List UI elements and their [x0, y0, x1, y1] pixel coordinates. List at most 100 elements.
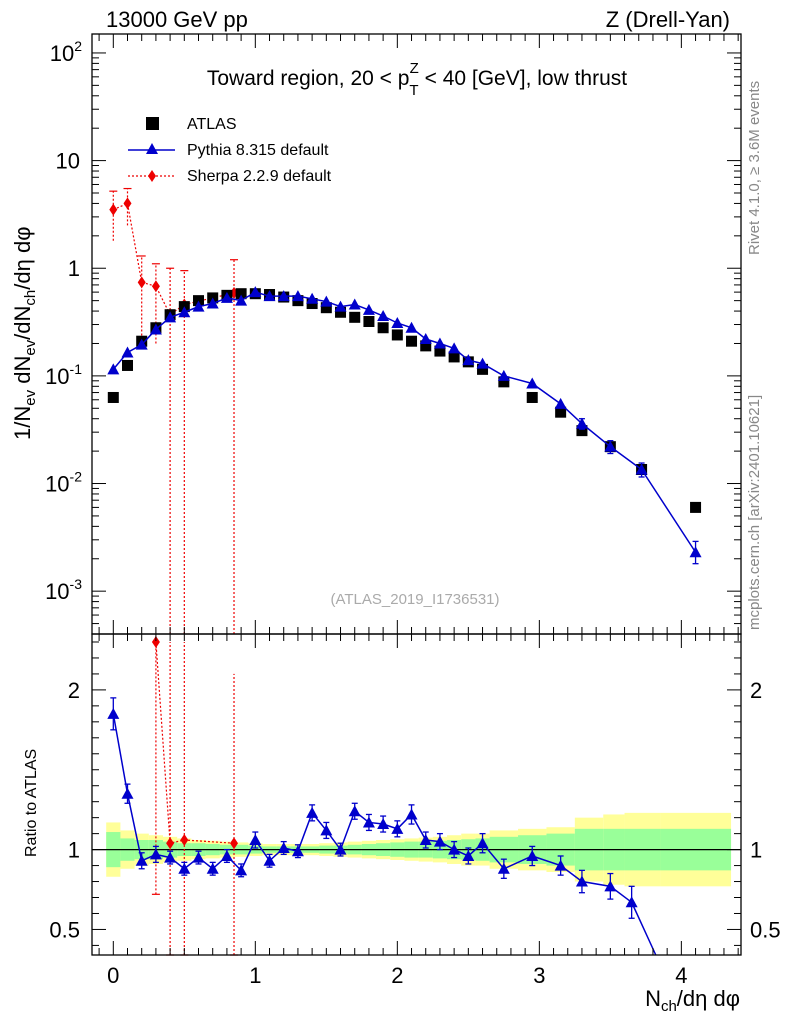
pythia-point: [377, 309, 390, 321]
atlas-point: [406, 335, 418, 347]
ratio-pythia-point: [164, 851, 177, 863]
ratio-pythia-point: [575, 875, 588, 887]
header-energy-label: 13000 GeV pp: [106, 7, 248, 32]
ratio-pythia-point: [554, 859, 567, 871]
ratio-pythia-point: [220, 849, 233, 861]
atlas-point: [477, 363, 489, 375]
plot-title-part-sub: T: [409, 82, 418, 99]
atlas-point: [320, 302, 332, 314]
ratio-pythia-point: [235, 864, 248, 876]
ratio-pythia-point: [391, 822, 404, 834]
legend-sherpa-label: Sherpa 2.2.9 default: [187, 168, 332, 185]
atlas-point: [526, 391, 538, 403]
atlas-point: [391, 329, 403, 341]
ratio-pythia-point: [291, 845, 304, 857]
pythia-point: [220, 291, 233, 303]
rivet-version-label: Rivet 4.1.0, ≥ 3.6M events: [746, 81, 763, 255]
sherpa-point: [123, 197, 132, 210]
ratio-pythia-point: [107, 707, 120, 719]
pythia-point: [526, 377, 539, 389]
ratio-pythia-point: [178, 862, 191, 874]
atlas-point: [335, 306, 347, 318]
main-y-tick-label: 102: [50, 38, 82, 66]
atlas-point: [235, 288, 247, 300]
pythia-point: [689, 546, 702, 558]
ratio-pythia-point: [526, 849, 539, 861]
plot-title-part-2: < 40 [GeV], low thrust: [419, 67, 628, 90]
pythia-point: [448, 342, 461, 354]
ratio-sherpa-point: [230, 837, 239, 850]
atlas-point: [107, 391, 119, 403]
pythia-point: [121, 346, 134, 358]
ratio-pythia-point: [121, 787, 134, 799]
pythia-point: [235, 294, 248, 306]
main-y-tick-label: 10-2: [45, 469, 82, 497]
pythia-point: [277, 290, 290, 302]
atlas-point: [420, 340, 432, 352]
ratio-pythia-point: [320, 824, 333, 836]
pythia-point: [405, 321, 418, 333]
x-tick-label: 0: [107, 963, 119, 988]
ratio-y-tick-label-right: 0.5: [750, 917, 781, 942]
pythia-point: [320, 295, 333, 307]
header-process-label: Z (Drell-Yan): [606, 7, 730, 32]
pythia-point: [206, 297, 219, 309]
pythia-point: [348, 298, 361, 310]
ratio-pythia-point: [206, 862, 219, 874]
plot-title-part-sup: Z: [410, 60, 419, 77]
ratio-pythia-point: [348, 805, 361, 817]
ratio-pythia-point: [604, 880, 617, 892]
pythia-point: [476, 357, 489, 369]
ratio-sherpa-point: [151, 635, 160, 648]
atlas-point: [122, 359, 134, 371]
pythia-point: [135, 338, 148, 350]
plot-title-part-1: Toward region, 20 < p: [207, 67, 410, 90]
pythia-point: [249, 286, 262, 298]
ratio-panel-frame: [91, 633, 742, 956]
x-axis-label: Nch/dη dφ: [645, 986, 740, 1015]
ratio-y-axis-label: Ratio to ATLAS: [23, 749, 40, 857]
ratio-y-tick-label-right: 2: [750, 678, 762, 703]
main-y-tick-label: 10-3: [45, 576, 82, 604]
ratio-pythia-point: [277, 842, 290, 853]
ratio-pythia-point: [149, 848, 162, 860]
ratio-pythia-point: [192, 851, 205, 863]
ratio-pythia-point: [433, 835, 446, 847]
pythia-point: [433, 337, 446, 349]
atlas-point: [555, 406, 567, 418]
atlas-point: [349, 311, 361, 323]
pythia-point: [149, 323, 162, 335]
ratio-pythia-point: [334, 843, 347, 855]
ratio-pythia-point: [377, 818, 390, 830]
sherpa-point: [137, 276, 146, 289]
ratio-pythia-point: [249, 834, 262, 846]
ratio-sherpa-point: [166, 837, 175, 850]
x-tick-label: 3: [533, 963, 545, 988]
atlas-point: [690, 501, 702, 513]
pythia-point: [334, 300, 347, 312]
pythia-point: [164, 311, 177, 323]
pythia-point: [107, 363, 120, 375]
ratio-y-tick-label: 0.5: [49, 917, 80, 942]
pythia-line: [112, 291, 697, 553]
ratio-sherpa-line: [155, 641, 235, 844]
ratio-pythia-point: [306, 806, 319, 818]
legend-pythia-label: Pythia 8.315 default: [187, 142, 329, 159]
analysis-watermark: (ATLAS_2019_I1736531): [330, 591, 499, 608]
atlas-point: [576, 425, 588, 437]
pythia-point: [291, 290, 304, 302]
atlas-point: [498, 376, 510, 388]
sherpa-point: [109, 203, 118, 216]
ratio-y-tick-label: 2: [68, 678, 80, 703]
pythia-point: [391, 316, 404, 328]
pythia-point: [604, 440, 617, 452]
pythia-point: [192, 300, 205, 312]
pythia-point: [497, 369, 510, 381]
x-tick-label: 4: [675, 963, 687, 988]
pythia-point: [362, 303, 375, 315]
pythia-point: [462, 354, 475, 366]
ratio-pythia-point: [497, 862, 510, 874]
ratio-pythia-point: [476, 837, 489, 849]
x-tick-label: 1: [249, 963, 261, 988]
pythia-point: [178, 306, 191, 318]
